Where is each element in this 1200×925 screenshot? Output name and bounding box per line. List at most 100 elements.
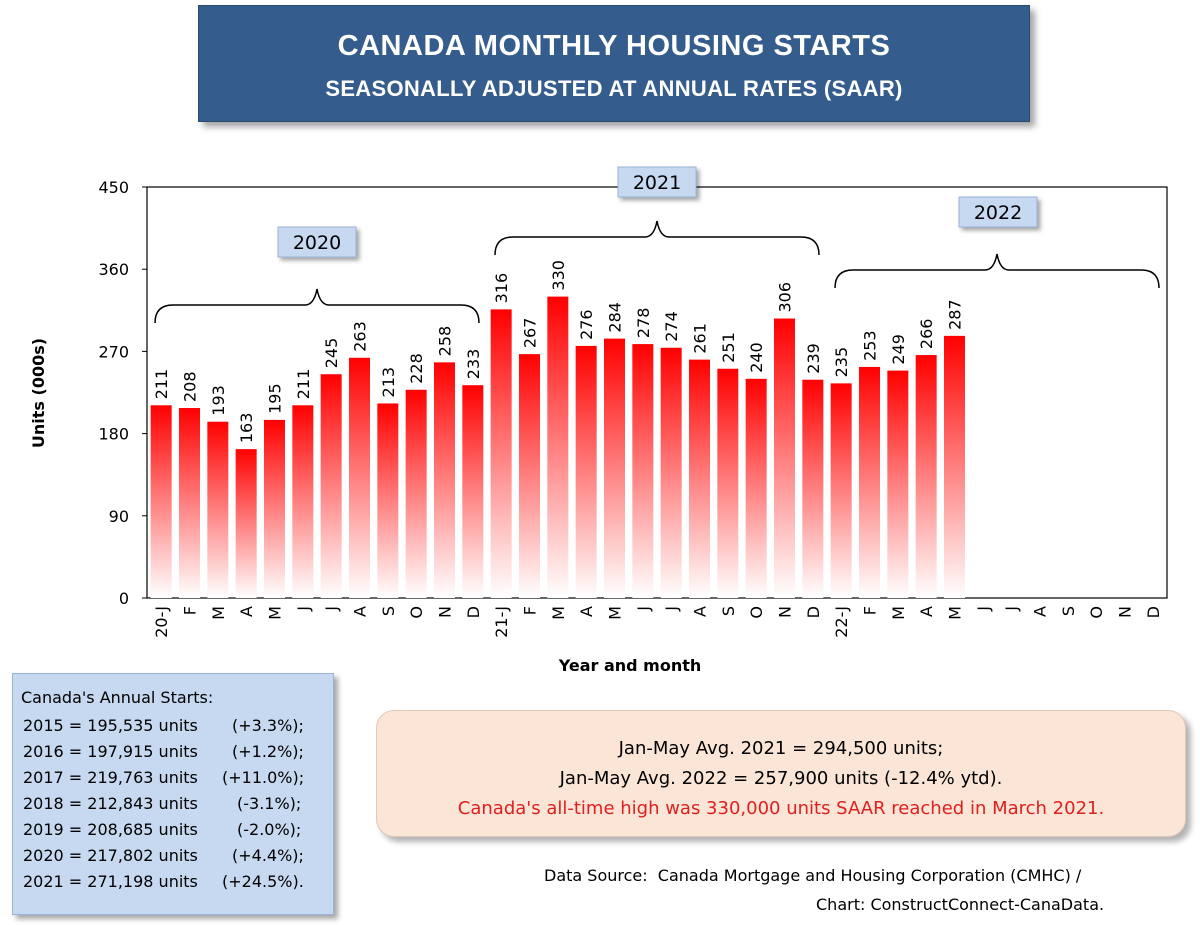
bar [547,296,569,598]
chart-title: CANADA MONTHLY HOUSING STARTS [337,30,891,62]
all-time-high-text: Canada's all-time high was 330,000 units… [457,798,1105,819]
chart-credit-text: Chart: ConstructConnect-CanaData. [816,895,1105,914]
year-label: 2020 [293,232,341,254]
annual-pct-2018: (-3.1%); [237,794,302,813]
year-label: 2022 [974,202,1022,224]
avg-2022-text: Jan-May Avg. 2022 = 257,900 units (-12.4… [559,768,1003,789]
annual-starts-panel: Canada's Annual Starts: 2015 = 195,535 u… [12,673,334,915]
bar-value-label: 276 [577,309,596,340]
bar-series [150,296,965,598]
x-tick-label: A [237,606,256,617]
bar [519,354,540,598]
x-tick-label: D [804,606,823,618]
annual-pct-2016: (+1.2%); [232,742,304,761]
annual-line-2020: 2020 = 217,802 units [23,846,198,865]
year-label-box [617,166,697,198]
y-tick-label: 270 [98,342,129,361]
bar-value-label: 245 [322,338,341,369]
bar-value-label: 284 [606,302,625,333]
annual-line-2016: 2016 = 197,915 units [23,742,198,761]
bar [575,345,597,598]
chart-subtitle: SEASONALLY ADJUSTED AT ANNUAL RATES (SAA… [325,76,903,101]
annual-line-2018: 2018 = 212,843 units [23,794,198,813]
x-tick-label: M [606,606,625,620]
x-tick-label: J [322,606,341,612]
bar-value-label: 267 [521,318,540,349]
annual-pct-2015: (+3.3%); [232,716,304,735]
x-tick-label: D [464,606,483,618]
y-tick-label: 360 [98,260,129,279]
bar [405,389,427,598]
avg-2021-text: Jan-May Avg. 2021 = 294,500 units; [618,738,944,759]
bar-value-label: 239 [804,343,823,374]
bar-value-label: 330 [549,260,568,291]
bar [887,370,909,598]
year-group-brackets: 2020 2021 2022 [154,166,1160,324]
x-tick-label: S [379,606,398,616]
bar-value-label: 316 [492,273,511,304]
bar-value-label: 306 [776,282,795,313]
y-axis-ticks: 0 90 180 270 360 450 [98,178,147,608]
year-bracket [494,220,820,256]
y-tick-label: 0 [119,589,129,608]
bar [745,378,767,598]
chart-title-banner: CANADA MONTHLY HOUSING STARTS SEASONALLY… [198,5,1030,122]
bar-value-label: 261 [691,323,710,354]
bar [434,362,455,598]
bar-value-label: 274 [662,311,681,342]
annual-starts-title: Canada's Annual Starts: [21,688,214,707]
bar-value-label: 233 [464,349,483,380]
bar-value-label: 258 [436,326,455,357]
x-tick-label: M [209,606,228,620]
year-label-box [277,226,357,258]
x-tick-label: M [549,606,568,620]
bar-value-label: 163 [237,413,256,444]
bar [462,385,484,598]
x-tick-label: N [1116,606,1135,618]
bar-value-label: 211 [294,369,313,400]
x-tick-label: 20-J [152,606,171,638]
x-tick-label: S [1059,606,1078,616]
x-axis-title: Year and month [558,656,702,675]
bar [859,366,880,598]
bar [802,379,824,598]
bar-value-label: 235 [832,347,851,378]
x-tick-label: A [917,606,936,617]
bar [689,359,710,598]
x-tick-label: N [776,606,795,618]
bar [490,309,512,598]
average-summary-panel: Jan-May Avg. 2021 = 294,500 units; Jan-M… [376,710,1186,837]
bar-value-label: 253 [861,330,880,361]
year-bracket [834,253,1160,289]
bar-value-label: 193 [209,385,228,416]
bar [774,318,795,598]
bar-value-label: 211 [152,369,171,400]
annual-line-2017: 2017 = 219,763 units [23,768,198,787]
bar-value-label: 208 [181,371,200,402]
value-labels: 211 208 193 163 195 211 245 263 213 228 258 233 316 2… [152,260,964,443]
x-tick-label: J [1002,606,1021,612]
x-tick-label: A [351,606,370,617]
x-tick-label: M [889,606,908,620]
bar [604,338,625,598]
bar-value-label: 266 [917,319,936,350]
bar-value-label: 287 [946,299,965,330]
bar-value-label: 195 [266,383,285,414]
annual-pct-2020: (+4.4%); [232,846,304,865]
x-tick-label: F [181,606,200,615]
bar [632,344,654,598]
y-axis-title: Units (000s) [29,338,48,448]
x-tick-label: J [634,606,653,612]
x-tick-label: A [691,606,710,617]
x-tick-label: J [662,606,681,612]
annual-pct-2021: (+24.5%). [222,872,304,891]
x-tick-label: S [719,606,738,616]
bar [377,403,399,598]
annual-line-2015: 2015 = 195,535 units [23,716,198,735]
bar [179,408,200,598]
bar [717,368,739,598]
bar-value-label: 228 [407,353,426,384]
year-label: 2021 [633,172,681,194]
x-tick-label: A [577,606,596,617]
